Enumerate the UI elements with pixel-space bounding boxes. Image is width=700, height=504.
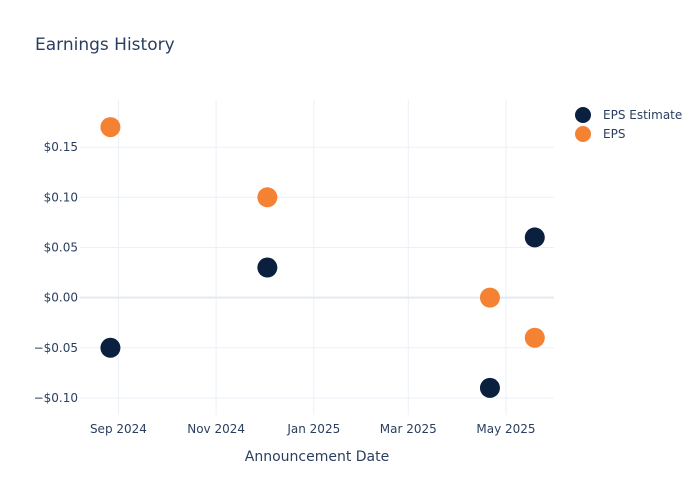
eps-actual-point[interactable]	[479, 287, 500, 308]
chart-title: Earnings History	[35, 35, 175, 55]
axis-layer: Sep 2024 Nov 2024 Jan 2025 Mar 2025 May 2025…	[34, 140, 536, 436]
eps-estimate-point[interactable]	[479, 377, 500, 398]
y-tick-label: −$0.10	[34, 391, 78, 405]
points-layer	[100, 117, 545, 398]
x-tick-label: May 2025	[476, 422, 535, 436]
eps-actual-point[interactable]	[100, 117, 121, 138]
y-tick-label: $0.05	[44, 240, 78, 254]
eps-actual-point[interactable]	[524, 327, 545, 348]
legend[interactable]: EPS Estimate EPS	[575, 107, 682, 142]
x-axis-label: Announcement Date	[245, 449, 389, 465]
x-tick-label: Sep 2024	[90, 422, 147, 436]
y-tick-label: −$0.05	[34, 341, 78, 355]
eps-legend-label[interactable]: EPS	[603, 127, 625, 141]
x-tick-label: Jan 2025	[286, 422, 340, 436]
eps-estimate-point[interactable]	[100, 337, 121, 358]
y-tick-label: $0.15	[44, 140, 78, 154]
eps-estimate-legend-label[interactable]: EPS Estimate	[603, 108, 682, 122]
x-tick-label: Nov 2024	[187, 422, 245, 436]
eps-estimate-point[interactable]	[257, 257, 278, 278]
grid-layer	[80, 100, 554, 415]
eps-actual-point[interactable]	[257, 187, 278, 208]
y-tick-label: $0.10	[44, 190, 78, 204]
y-tick-label: $0.00	[44, 291, 78, 305]
eps-legend-marker	[575, 126, 591, 142]
eps-estimate-point[interactable]	[524, 227, 545, 248]
eps-estimate-legend-marker	[575, 107, 591, 123]
x-tick-label: Mar 2025	[380, 422, 437, 436]
